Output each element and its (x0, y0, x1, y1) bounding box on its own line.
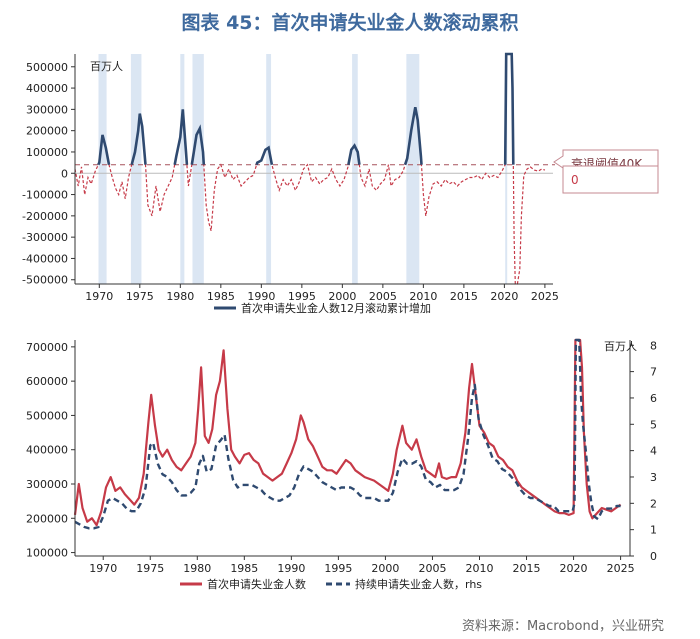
recession-band (505, 54, 508, 284)
y-tick-label: 300000 (26, 478, 68, 491)
x-tick-label: 1985 (207, 290, 235, 303)
x-tick-label: 2015 (513, 562, 541, 575)
x-tick-label: 1970 (89, 562, 117, 575)
x-tick-label: 1990 (277, 562, 305, 575)
y-tick-label: 600000 (26, 375, 68, 388)
source-note: 资料来源：Macrobond，兴业研究 (461, 619, 664, 634)
y-right-tick-label: 6 (650, 392, 657, 405)
series-line-above-threshold (190, 124, 206, 165)
x-tick-label: 2025 (531, 290, 559, 303)
unit-label: 百万人 (90, 60, 123, 73)
axes: 100000 200000 300000 400000 500000 600000 7000… (26, 339, 657, 575)
recession-band (98, 54, 107, 284)
y-tick-label: 200000 (26, 125, 68, 138)
y-tick-label: 100000 (26, 146, 68, 159)
y-right-tick-label: 4 (650, 445, 657, 458)
x-tick-label: 2025 (607, 562, 635, 575)
y-right-tick-label: 5 (650, 418, 657, 431)
y-tick-label: -500000 (22, 274, 68, 287)
x-tick-label: 1985 (230, 562, 258, 575)
recession-band (130, 54, 142, 284)
y-tick-label: 500000 (26, 409, 68, 422)
x-tick-label: 2005 (418, 562, 446, 575)
series-line-above-threshold (255, 145, 274, 166)
legend: 首次申请失业金人数 持续申请失业金人数，rhs (180, 577, 482, 591)
y-tick-label: -100000 (22, 189, 68, 202)
x-tick-label: 1975 (126, 290, 154, 303)
recession-band (266, 54, 272, 284)
series-line-continuing-claims (74, 338, 621, 530)
series-line-above-threshold (503, 52, 515, 165)
series-line-initial-claims (73, 338, 622, 527)
recession-band (180, 54, 185, 284)
x-tick-label: 2010 (409, 290, 437, 303)
x-tick-label: 2015 (450, 290, 478, 303)
y-tick-label: 100000 (26, 547, 68, 560)
x-tick-label: 1990 (247, 290, 275, 303)
series-line-above-threshold (347, 143, 361, 165)
axes: -500000 -400000 -300000 -200000 -100000 0 1000… (22, 54, 559, 303)
series-layer (73, 338, 622, 530)
recession-band (192, 54, 204, 284)
legend-label-rolling: 首次申请失业金人数12月滚动累计增加 (241, 301, 431, 315)
series-line-above-threshold (130, 113, 147, 166)
y-tick-label: 500000 (26, 61, 68, 74)
y-tick-label: 700000 (26, 341, 68, 354)
x-tick-label: 2000 (328, 290, 356, 303)
recession-band (352, 54, 358, 284)
y-tick-label: -300000 (22, 231, 68, 244)
y-right-tick-label: 2 (650, 497, 657, 510)
x-tick-label: 1980 (166, 290, 194, 303)
series-line-above-threshold (173, 109, 189, 165)
series-line-below-threshold (74, 53, 546, 285)
chart-initial-continuing-claims: 100000 200000 300000 400000 500000 600000 7000… (26, 338, 657, 591)
x-tick-label: 2020 (490, 290, 518, 303)
x-tick-label: 1970 (85, 290, 113, 303)
y-tick-label: 200000 (26, 512, 68, 525)
chart-title: 图表 45：首次申请失业金人数滚动累积 (181, 12, 519, 34)
legend: 首次申请失业金人数12月滚动累计增加 (214, 301, 431, 315)
legend-label-initial: 首次申请失业金人数 (207, 577, 306, 591)
y-right-tick-label: 0 (650, 550, 657, 563)
y-right-tick-label: 8 (650, 339, 657, 352)
recession-band (406, 54, 420, 284)
x-tick-label: 2000 (371, 562, 399, 575)
unit-label: 百万人 (604, 340, 637, 353)
series-line-above-threshold (97, 134, 111, 166)
series-layer (74, 52, 546, 285)
zero-label: 0 (571, 173, 579, 187)
y-right-tick-label: 3 (650, 471, 657, 484)
recession-shading (98, 54, 508, 284)
y-tick-label: 300000 (26, 103, 68, 116)
x-tick-label: 1995 (324, 562, 352, 575)
y-tick-label: 400000 (26, 82, 68, 95)
x-tick-label: 2020 (560, 562, 588, 575)
y-tick-label: -400000 (22, 252, 68, 265)
y-tick-label: 0 (61, 167, 68, 180)
x-tick-label: 2010 (465, 562, 493, 575)
series-line-above-threshold (403, 106, 423, 166)
y-right-tick-label: 7 (650, 366, 657, 379)
x-tick-label: 1995 (288, 290, 316, 303)
legend-label-continuing: 持续申请失业金人数，rhs (355, 577, 482, 591)
x-tick-label: 2005 (369, 290, 397, 303)
x-tick-label: 1975 (136, 562, 164, 575)
y-tick-label: 400000 (26, 444, 68, 457)
zero-callout: 0 (562, 165, 659, 194)
chart-rolling-claims: -500000 -400000 -300000 -200000 -100000 0 1000… (22, 52, 659, 315)
x-tick-label: 1980 (183, 562, 211, 575)
y-tick-label: -200000 (22, 210, 68, 223)
y-right-tick-label: 1 (650, 524, 657, 537)
